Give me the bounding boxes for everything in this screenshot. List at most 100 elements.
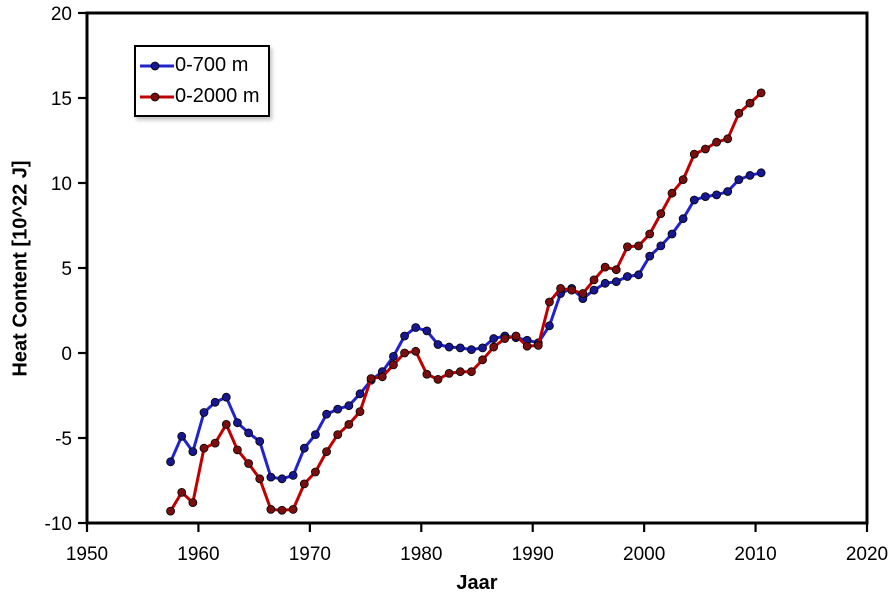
data-point-0-700m xyxy=(701,192,710,202)
data-point-0-2000m xyxy=(444,368,454,378)
data-point-0-700m xyxy=(411,323,421,332)
data-point-0-2000m xyxy=(333,430,343,440)
x-tick-label: 1970 xyxy=(289,544,331,565)
data-point-0-700m xyxy=(723,187,733,196)
data-point-0-700m xyxy=(400,331,409,341)
data-point-0-2000m xyxy=(656,209,666,219)
y-tick-label: 15 xyxy=(51,89,72,110)
x-axis-title: Jaar xyxy=(456,572,498,594)
data-point-0-700m xyxy=(266,472,276,482)
data-point-0-700m xyxy=(656,241,666,251)
data-point-0-700m xyxy=(422,326,432,336)
data-point-0-2000m xyxy=(322,447,331,457)
y-tick-label: -10 xyxy=(45,514,72,535)
series-line-0-2000m xyxy=(169,91,763,513)
data-point-0-700m xyxy=(734,175,744,185)
series-line-0-700m xyxy=(169,171,763,481)
data-point-0-2000m xyxy=(422,369,432,379)
data-point-0-2000m xyxy=(701,144,710,154)
data-point-0-700m xyxy=(667,229,677,239)
data-point-0-700m xyxy=(233,418,242,428)
data-point-0-700m xyxy=(221,392,231,402)
data-point-0-700m xyxy=(455,343,465,353)
data-point-0-2000m xyxy=(366,374,376,383)
data-point-0-2000m xyxy=(433,374,443,384)
data-point-0-2000m xyxy=(600,262,610,272)
data-point-0-700m xyxy=(745,170,755,180)
data-point-0-700m xyxy=(210,397,220,407)
x-tick-label: 1950 xyxy=(66,544,108,565)
data-point-0-2000m xyxy=(489,342,499,352)
y-tick-label: 10 xyxy=(51,174,72,195)
data-point-0-2000m xyxy=(288,504,298,514)
data-point-0-700m xyxy=(433,340,443,349)
data-point-0-2000m xyxy=(166,506,175,516)
data-point-0-700m xyxy=(756,168,766,178)
data-point-0-2000m xyxy=(389,360,398,370)
data-point-0-2000m xyxy=(689,149,699,159)
data-point-0-700m xyxy=(277,474,287,484)
data-point-0-700m xyxy=(166,457,175,467)
y-tick-label: 20 xyxy=(51,4,72,25)
data-point-0-700m xyxy=(623,272,632,281)
data-point-0-700m xyxy=(244,428,253,438)
data-point-0-700m xyxy=(467,345,476,355)
data-point-0-2000m xyxy=(678,175,688,185)
data-point-0-700m xyxy=(678,214,688,224)
y-tick-label: -5 xyxy=(55,429,72,450)
x-tick-label: 1980 xyxy=(400,544,442,565)
data-point-0-2000m xyxy=(734,108,744,118)
data-point-0-2000m xyxy=(177,487,187,497)
data-point-0-700m xyxy=(489,334,499,343)
data-point-0-2000m xyxy=(578,289,588,298)
data-point-0-2000m xyxy=(533,340,543,350)
data-point-0-2000m xyxy=(377,372,387,382)
legend: 0-700 m 0-2000 m xyxy=(134,45,270,117)
data-point-0-2000m xyxy=(244,459,253,468)
data-point-0-700m xyxy=(311,430,320,440)
data-point-0-2000m xyxy=(344,419,354,429)
x-tick-label: 1990 xyxy=(512,544,554,565)
data-point-0-2000m xyxy=(277,505,287,515)
data-point-0-700m xyxy=(589,285,599,295)
data-point-0-2000m xyxy=(745,98,755,108)
legend-item-0-2000m: 0-2000 m xyxy=(140,85,262,108)
legend-line-marker-icon xyxy=(140,61,174,70)
data-point-0-700m xyxy=(255,436,265,446)
data-point-0-2000m xyxy=(455,367,465,377)
data-point-0-700m xyxy=(478,343,487,353)
data-point-0-2000m xyxy=(567,285,577,295)
data-point-0-700m xyxy=(712,190,721,200)
data-point-0-2000m xyxy=(545,297,554,307)
data-point-0-2000m xyxy=(511,331,521,341)
data-point-0-2000m xyxy=(467,367,476,377)
data-point-0-2000m xyxy=(233,445,242,455)
data-point-0-2000m xyxy=(589,275,599,285)
x-tick-label: 1960 xyxy=(177,544,219,565)
data-point-0-700m xyxy=(545,321,554,331)
y-tick-label: 5 xyxy=(61,259,72,280)
data-point-0-2000m xyxy=(255,474,265,484)
data-point-0-2000m xyxy=(188,498,198,508)
data-point-0-700m xyxy=(344,401,354,411)
legend-label-0-2000m: 0-2000 m xyxy=(175,85,260,107)
data-point-0-2000m xyxy=(299,479,309,489)
data-point-0-700m xyxy=(645,251,655,261)
data-point-0-2000m xyxy=(221,419,231,429)
legend-label-0-700m: 0-700 m xyxy=(175,54,249,76)
data-point-0-2000m xyxy=(756,88,766,98)
data-point-0-700m xyxy=(611,277,621,287)
data-point-0-700m xyxy=(288,470,298,480)
data-point-0-2000m xyxy=(634,241,643,251)
x-tick-label: 2000 xyxy=(623,544,665,565)
data-point-0-700m xyxy=(322,409,331,419)
data-point-0-700m xyxy=(600,278,610,288)
data-point-0-2000m xyxy=(311,467,320,477)
data-point-0-2000m xyxy=(500,334,510,343)
data-point-0-2000m xyxy=(712,137,721,147)
data-point-0-2000m xyxy=(210,438,220,448)
data-point-0-700m xyxy=(634,270,643,280)
x-tick-label: 2020 xyxy=(846,544,888,565)
data-point-0-2000m xyxy=(522,341,532,351)
data-point-0-700m xyxy=(333,404,343,414)
